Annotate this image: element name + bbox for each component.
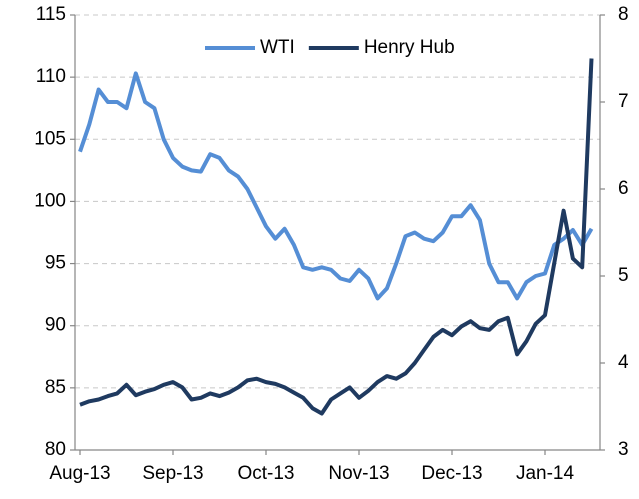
series-line: [79, 58, 594, 416]
y-tick-label: 80: [45, 439, 66, 460]
y-tick-label: 110: [36, 66, 66, 87]
x-tick-label: Dec-13: [421, 463, 482, 484]
y-tick-label: 105: [34, 128, 66, 149]
y2-tick-label: 8: [618, 4, 629, 25]
y-tick-label: 115: [36, 4, 66, 25]
y-tick-label: 95: [45, 253, 66, 274]
x-tick-label: Jan-14: [516, 463, 575, 484]
y2-tick-label: 3: [618, 439, 629, 460]
y-tick-label: 85: [45, 377, 66, 398]
y2-tick-label: 5: [618, 265, 629, 286]
y-tick-label: 100: [34, 190, 66, 211]
legend-label: WTI: [260, 37, 295, 58]
x-tick-label: Nov-13: [328, 463, 389, 484]
x-tick-label: Sep-13: [142, 463, 203, 484]
y2-tick-label: 6: [618, 178, 629, 199]
x-tick-label: Aug-13: [49, 463, 110, 484]
series-line: [78, 71, 594, 301]
x-tick-label: Oct-13: [237, 463, 294, 484]
y2-tick-label: 7: [618, 91, 629, 112]
legend-label: Henry Hub: [364, 37, 455, 58]
y-tick-label: 90: [45, 315, 66, 336]
y2-tick-label: 4: [618, 352, 629, 373]
